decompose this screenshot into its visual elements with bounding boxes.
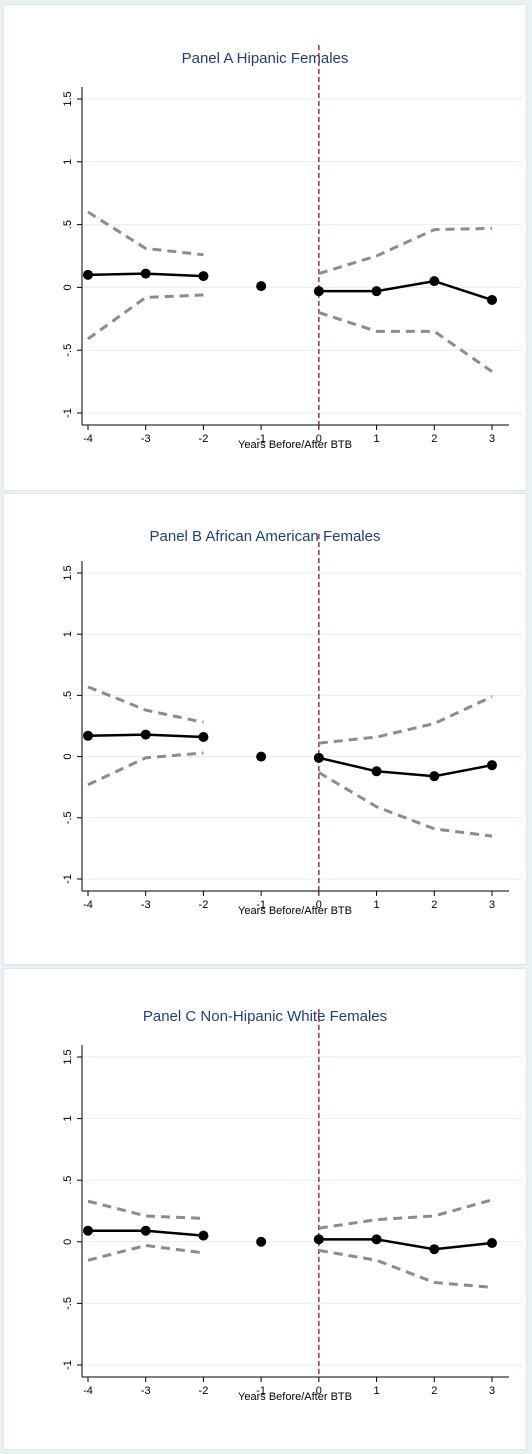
x-tick-label: -2 [199,899,209,911]
y-tick-label: 1.5 [62,1049,74,1064]
y-tick-label: -.5 [62,1297,74,1310]
y-tick-label: -1 [62,1360,74,1370]
ci-lower-pre-line [87,293,204,341]
estimate-point [429,771,440,782]
x-tick-label: -3 [141,433,151,445]
x-tick-label: 0 [316,1385,322,1397]
y-tick-label: .5 [62,1176,74,1185]
ci-upper-post-line [318,1198,493,1230]
estimate-point [198,1230,209,1241]
ci-upper-post-line [318,695,493,745]
estimate-point [429,276,440,287]
ci-lower-pre-line [87,1243,204,1262]
estimate-point [256,751,267,762]
y-tick-label: 0 [62,284,74,290]
y-tick-label: 1.5 [62,565,74,580]
x-tick-label: -2 [199,1385,209,1397]
estimate-point [83,730,93,741]
x-tick-label: 0 [316,433,322,445]
x-axis-label: Years Before/After BTB [238,439,352,451]
ci-lower-pre-line [87,751,204,787]
x-tick-label: -3 [141,899,151,911]
panel-b: Panel B African American Females -1 -.5 0 .5… [3,493,527,965]
x-tick-label: -3 [141,1385,151,1397]
x-tick-label: 1 [374,899,380,911]
estimate-point [140,268,151,279]
x-tick-label: -4 [83,1385,93,1397]
ci-upper-pre-line [87,210,204,257]
estimate-point [313,286,324,297]
ci-upper-pre-line [87,685,204,724]
y-tick-label: 1.5 [62,91,74,106]
x-axis-label: Years Before/After BTB [238,1391,352,1403]
y-tick-label: .5 [62,220,74,229]
x-tick-label: 3 [489,1385,495,1397]
estimate-post-line [318,756,493,778]
estimate-point [487,294,497,305]
ci-lower-post-line [318,311,493,373]
y-tick-label: -.5 [62,344,74,357]
estimate-point [429,1244,440,1255]
y-tick-label: -1 [62,408,74,418]
chart-panel-c: Panel C Non-Hipanic White Females -1 -.5 0.… [62,1008,522,1403]
estimate-point [198,732,209,743]
estimate-point [256,1236,267,1247]
estimate-point [140,1225,151,1236]
estimate-point [198,271,209,282]
x-tick-label: -4 [83,899,93,911]
y-tick-label: 1 [62,159,74,165]
x-tick-label: -4 [83,433,93,445]
x-tick-label: 2 [431,433,437,445]
estimate-point [371,1234,382,1245]
chart-panel-a: Panel A Hipanic Females -1 -.5 0 .5 1 1.5 -4 -3 -… [62,45,522,451]
x-tick-label: -1 [256,899,266,911]
x-tick-label: 0 [316,899,322,911]
estimate-point [140,729,151,740]
x-tick-label: -1 [256,433,266,445]
x-tick-label: 2 [431,1385,437,1397]
x-tick-label: 1 [374,433,380,445]
y-tick-label: 0 [62,1239,74,1245]
estimate-point [256,281,267,292]
estimate-point [83,269,93,280]
ci-lower-post-line [318,1248,493,1289]
x-tick-label: 2 [431,899,437,911]
chart-title: Panel B African American Females [150,528,381,545]
estimate-post-line [318,279,493,302]
x-tick-label: 3 [489,433,495,445]
ci-upper-post-line [318,226,493,276]
estimate-point [371,766,382,777]
estimate-point [487,760,497,771]
estimate-point [487,1238,497,1249]
chart-title: Panel C Non-Hipanic White Females [143,1008,387,1025]
panel-a: Panel A Hipanic Females -1 -.5 0 .5 1 1.5 -4 -3 -… [3,4,527,491]
x-axis-label: Years Before/After BTB [238,905,352,917]
x-tick-label: 1 [374,1385,380,1397]
chart-title: Panel A Hipanic Females [182,50,349,67]
y-tick-label: .5 [62,691,74,700]
y-tick-label: 1 [62,1116,74,1122]
estimate-point [83,1225,93,1236]
x-tick-label: 3 [489,899,495,911]
ci-upper-pre-line [87,1199,204,1220]
panel-c: Panel C Non-Hipanic White Females -1 -.5 0.… [3,968,527,1450]
y-tick-label: 0 [62,754,74,760]
x-tick-label: -2 [199,433,209,445]
estimate-point [371,286,382,297]
y-tick-label: -1 [62,874,74,884]
estimate-point [313,1234,324,1245]
estimate-post-line [318,1238,493,1251]
y-tick-label: 1 [62,631,74,637]
y-tick-label: -.5 [62,811,74,824]
x-tick-label: -1 [256,1385,266,1397]
estimate-point [313,752,324,763]
ci-lower-post-line [318,771,493,838]
chart-panel-b: Panel B African American Females -1 -.5 0 .5… [62,528,522,917]
